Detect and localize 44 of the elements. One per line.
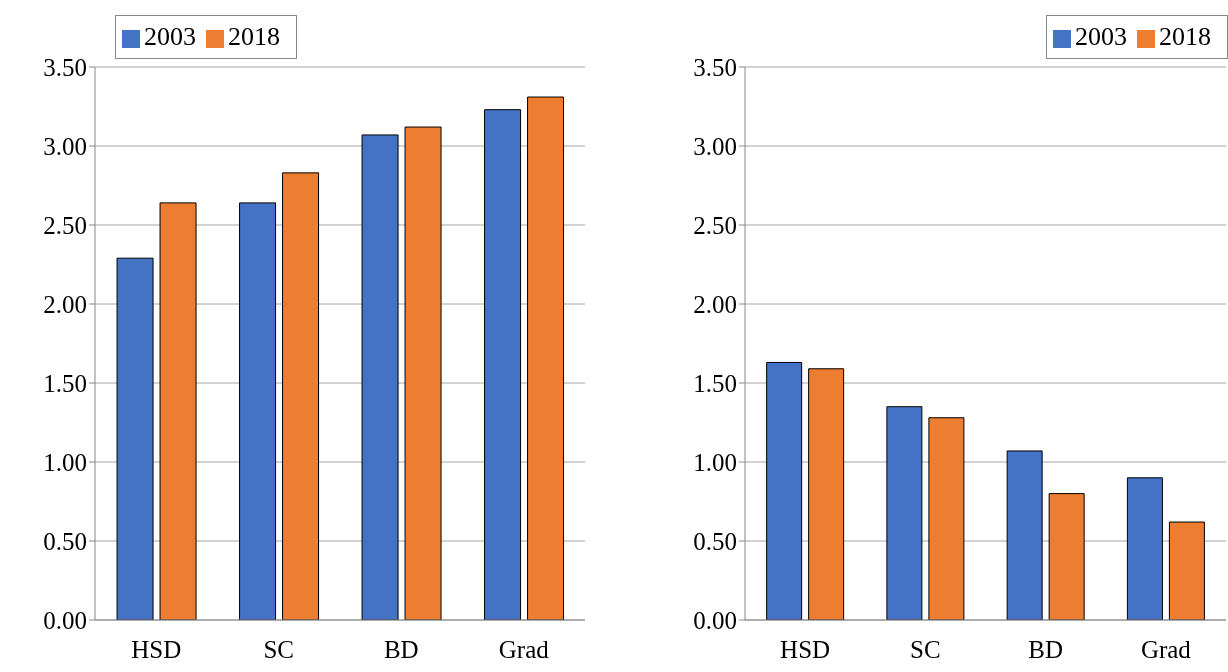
legend-label: 2018 <box>228 22 280 51</box>
bar <box>239 202 277 620</box>
bar <box>808 368 845 620</box>
y-tick-label: 3.50 <box>43 53 87 81</box>
bar <box>1006 450 1043 620</box>
y-tick-label: 2.50 <box>693 211 737 239</box>
y-tick-label: 1.00 <box>43 448 87 476</box>
y-tick-label: 0.00 <box>43 606 87 634</box>
x-tick-label: BD <box>1028 635 1063 663</box>
x-tick-label: Grad <box>1140 635 1192 663</box>
bar <box>886 406 923 620</box>
bar <box>484 109 522 620</box>
y-tick-label: 0.50 <box>693 527 737 555</box>
y-tick-label: 1.50 <box>43 369 87 397</box>
bar <box>928 417 965 620</box>
bar <box>1048 493 1085 620</box>
bar <box>766 361 803 620</box>
x-tick-label: HSD <box>780 635 831 663</box>
y-tick-label: 0.50 <box>43 527 87 555</box>
bar <box>116 257 154 620</box>
y-tick-label: 2.50 <box>43 211 87 239</box>
y-tick-label: 0.00 <box>693 606 737 634</box>
bar <box>159 202 197 620</box>
y-tick-label: 1.50 <box>693 369 737 397</box>
bar <box>404 126 442 620</box>
y-tick-label: 3.00 <box>693 132 737 160</box>
legend-label: 2003 <box>1075 22 1127 51</box>
x-tick-label: SC <box>263 635 295 663</box>
legend-label: 2003 <box>144 22 196 51</box>
bar <box>282 172 320 620</box>
x-tick-label: BD <box>383 635 419 663</box>
bar <box>527 96 565 620</box>
y-tick-label: 3.50 <box>693 53 737 81</box>
x-tick-label: Grad <box>498 635 550 663</box>
y-tick-label: 2.00 <box>693 290 737 318</box>
y-tick-label: 2.00 <box>43 290 87 318</box>
y-tick-label: 3.00 <box>43 132 87 160</box>
bar <box>1168 521 1205 620</box>
y-tick-label: 1.00 <box>693 448 737 476</box>
bar <box>361 134 399 620</box>
legend-label: 2018 <box>1159 22 1211 51</box>
x-tick-label: SC <box>910 635 941 663</box>
x-tick-label: HSD <box>131 635 182 663</box>
bar <box>1126 477 1163 620</box>
